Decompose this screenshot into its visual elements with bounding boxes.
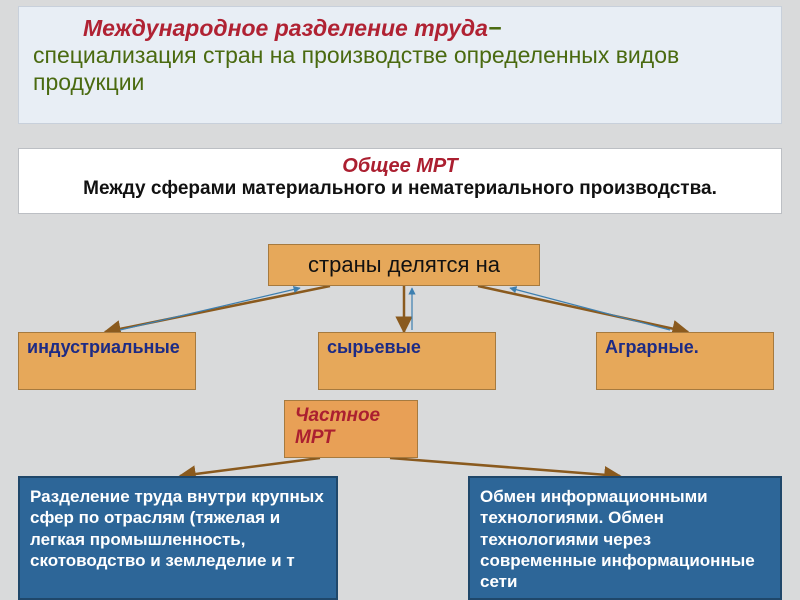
category-label: индустриальные — [27, 337, 180, 358]
bottom-right-text: Обмен информационными технологиями. Обме… — [480, 487, 755, 591]
countries-split-label: страны делятся на — [308, 252, 500, 278]
general-mrt-title: Общее МРТ — [29, 155, 771, 178]
header-title: Международное разделение труда — [83, 15, 488, 41]
general-mrt-sub: Между сферами материального и нематериал… — [29, 178, 771, 200]
category-agrarian: Аграрные. — [596, 332, 774, 390]
category-label: сырьевые — [327, 337, 421, 358]
countries-split-box: страны делятся на — [268, 244, 540, 286]
private-mrt-box: Частное МРТ — [284, 400, 418, 458]
private-mrt-line2: МРТ — [295, 427, 407, 449]
header-dash: − — [488, 15, 501, 41]
private-mrt-line1: Частное — [295, 405, 407, 427]
bottom-left-box: Разделение труда внутри крупных сфер по … — [18, 476, 338, 600]
bottom-right-box: Обмен информационными технологиями. Обме… — [468, 476, 782, 600]
header-body: специализация стран на производстве опре… — [33, 42, 767, 96]
category-raw: сырьевые — [318, 332, 496, 390]
header-box: Международное разделение труда− специали… — [18, 6, 782, 124]
category-label: Аграрные. — [605, 337, 699, 358]
bottom-left-text: Разделение труда внутри крупных сфер по … — [30, 487, 324, 570]
category-industrial: индустриальные — [18, 332, 196, 390]
general-mrt-box: Общее МРТ Между сферами материального и … — [18, 148, 782, 214]
